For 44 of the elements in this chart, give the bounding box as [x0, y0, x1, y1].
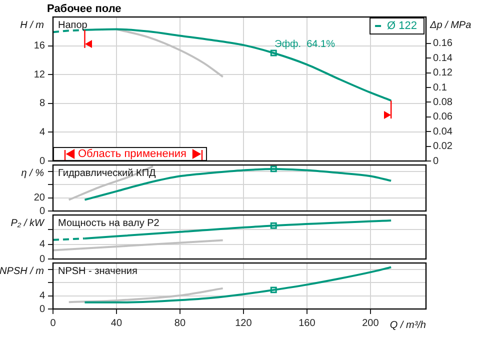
y-tick-label: 12 — [34, 69, 46, 80]
annotation: Эфф. 64.1% — [274, 39, 336, 50]
x-tick-label: 120 — [235, 318, 252, 329]
chart-title: Гидравлический КПД — [58, 168, 156, 179]
y-tick-label: 0 — [39, 254, 46, 265]
y-tick-label: 20 — [34, 192, 46, 204]
y2-tick-label: 0.1 — [433, 82, 448, 94]
y2-tick-label: 0.08 — [433, 96, 453, 108]
y2-tick-label: 0.16 — [433, 38, 453, 50]
chart-title: NPSH - значения — [58, 266, 138, 277]
chart-title: Рабочее поле — [47, 3, 122, 15]
y-axis-title: η / % — [21, 168, 44, 179]
y-tick-label: 8 — [39, 98, 46, 110]
line-series — [115, 28, 224, 78]
y-tick-label: 4 — [39, 239, 46, 250]
y-axis-title: P₂ / kW — [10, 218, 46, 229]
chart-subtitle: Напор — [58, 20, 88, 31]
y2-tick-label: 0.14 — [433, 52, 453, 64]
y-axis-title: H / m — [20, 20, 44, 31]
y-tick-label: 0 — [39, 206, 46, 217]
y-tick-label: 4 — [39, 126, 46, 138]
x-tick-label: 0 — [50, 318, 56, 329]
y-tick-label: 0 — [39, 304, 46, 315]
line-series — [84, 266, 392, 304]
y2-tick-label: 0.06 — [433, 112, 453, 123]
legend-label: Ø 122 — [387, 20, 418, 32]
y2-tick-label: 0 — [433, 156, 439, 167]
line-series — [68, 287, 224, 304]
x-tick-label: 160 — [298, 318, 316, 329]
chart-title: Мощность на валу P2 — [58, 218, 160, 229]
range-box: Область применения — [53, 147, 206, 161]
y2-tick-label: 0.04 — [433, 126, 453, 138]
y2-axis-title: Δp / MPa — [429, 20, 472, 31]
y2-tick-label: 0.12 — [433, 68, 453, 79]
x-tick-label: 200 — [362, 318, 380, 329]
x-tick-label: 40 — [110, 318, 122, 329]
y-tick-label: 16 — [34, 40, 46, 52]
annotation: Область применения — [78, 148, 186, 160]
y-tick-label: 0 — [39, 156, 46, 167]
x-axis-title: Q / m³/h — [390, 320, 426, 331]
x-tick-label: 80 — [174, 318, 186, 329]
y-axis-title: NPSH / m — [0, 266, 44, 277]
y2-tick-label: 0.02 — [433, 141, 453, 152]
y-tick-label: 4 — [39, 290, 46, 302]
